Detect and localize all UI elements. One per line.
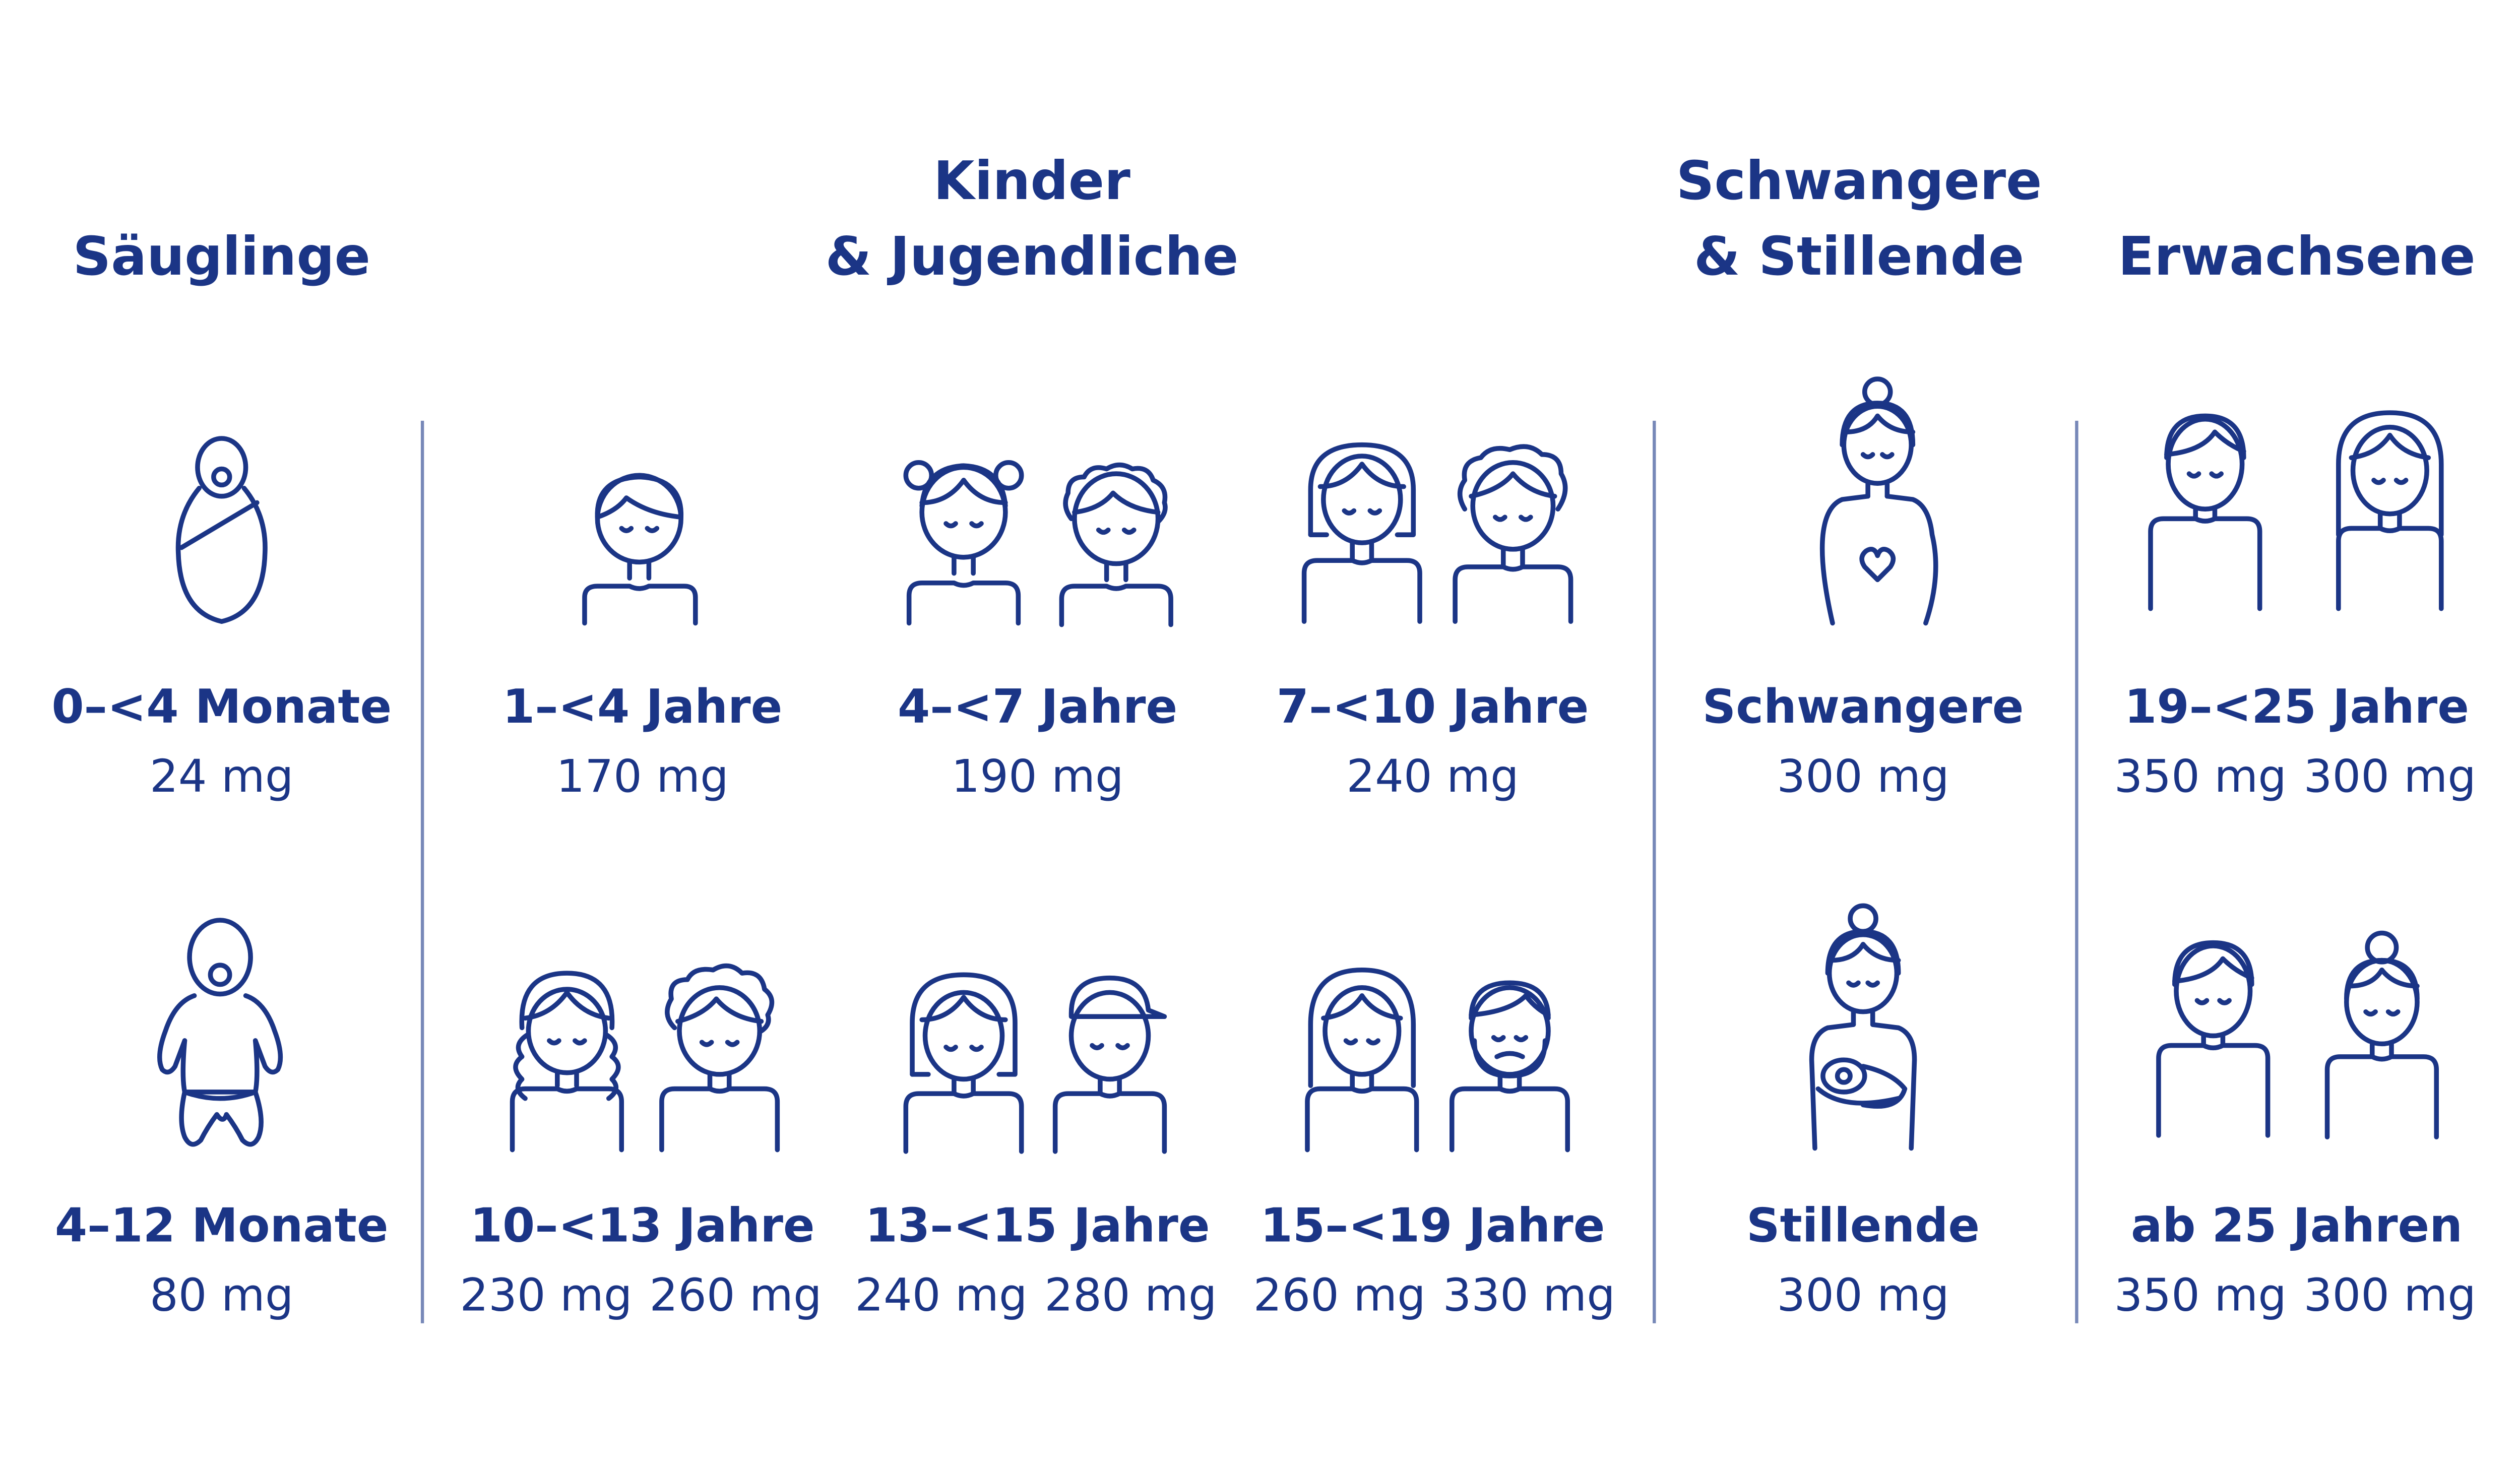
value-10-13-male: 260 mg: [649, 1268, 822, 1322]
label-10-13-years: 10–<13 Jahre: [470, 1198, 815, 1253]
woman-holding-baby-icon: [1809, 903, 1917, 1151]
woman-bun-icon: [2324, 930, 2439, 1139]
value-7-10-years: 240 mg: [1346, 750, 1519, 803]
label-19-25-years: 19–<25 Jahre: [2124, 679, 2469, 734]
value-13-15-female: 240 mg: [855, 1268, 1028, 1322]
label-1-4-years: 1–<4 Jahre: [502, 679, 783, 734]
label-breastfeeding: Stillende: [1746, 1198, 1980, 1253]
teen-girl-bob-icon: [903, 972, 1024, 1154]
header-children-line2: & Jugendliche: [825, 225, 1239, 288]
label-4-12-months: 4–12 Monate: [54, 1198, 389, 1253]
swaddled-baby-icon: [175, 436, 268, 624]
value-15-19-male: 330 mg: [1442, 1268, 1615, 1322]
pregnant-woman-icon: [1819, 376, 1938, 626]
header-pregnant-line2: & Stillende: [1693, 225, 2025, 288]
value-19-25-male: 350 mg: [2114, 750, 2287, 803]
label-25-plus-years: ab 25 Jahren: [2130, 1198, 2463, 1253]
label-pregnant: Schwangere: [1702, 679, 2024, 734]
teen-girl-long-hair-icon: [1305, 967, 1419, 1153]
header-infants: Säuglinge: [61, 218, 382, 294]
value-25-plus-female: 300 mg: [2303, 1268, 2476, 1322]
value-25-plus-male: 350 mg: [2114, 1268, 2287, 1322]
value-13-15-male: 280 mg: [1044, 1268, 1217, 1322]
value-15-19-female: 260 mg: [1253, 1268, 1426, 1322]
divider-2: [1653, 420, 1655, 1323]
value-1-4-years: 170 mg: [556, 750, 729, 803]
header-pregnant-breastfeeding: Schwangere & Stillende: [1654, 143, 2064, 294]
label-7-10-years: 7–<10 Jahre: [1276, 679, 1589, 734]
young-man-icon: [2148, 413, 2262, 611]
header-adults-text: Erwachsene: [2118, 225, 2476, 288]
boy-wavy-hair-icon: [1453, 444, 1573, 624]
header-pregnant-line1: Schwangere: [1676, 149, 2042, 212]
girl-bob-icon: [1301, 442, 1422, 624]
label-15-19-years: 15–<19 Jahre: [1260, 1198, 1605, 1253]
toddler-icon: [582, 473, 698, 626]
header-children: Kinder & Jugendliche: [771, 143, 1293, 294]
header-adults: Erwachsene: [2112, 218, 2482, 294]
header-infants-text: Säuglinge: [73, 225, 370, 288]
divider-3: [2075, 420, 2077, 1323]
teen-boy-curly-hair-icon: [659, 963, 780, 1153]
young-woman-long-hair-icon: [2336, 410, 2444, 611]
young-man-beard-icon: [1449, 980, 1570, 1153]
label-0-4-months: 0–<4 Monate: [51, 679, 392, 734]
value-breastfeeding: 300 mg: [1777, 1268, 1949, 1322]
boy-curly-hair-icon: [1059, 462, 1173, 627]
value-4-12-months: 80 mg: [150, 1268, 294, 1322]
girl-buns-icon: [903, 460, 1024, 626]
value-pregnant: 300 mg: [1777, 750, 1949, 803]
divider-1: [420, 420, 423, 1323]
value-0-4-months: 24 mg: [150, 750, 294, 803]
value-10-13-female: 230 mg: [460, 1268, 633, 1322]
boy-cap-icon: [1052, 975, 1167, 1154]
man-icon: [2156, 940, 2271, 1138]
header-children-line1: Kinder: [933, 149, 1130, 212]
girl-braids-icon: [510, 971, 624, 1153]
baby-diaper-icon: [157, 918, 283, 1147]
value-4-7-years: 190 mg: [951, 750, 1124, 803]
label-13-15-years: 13–<15 Jahre: [865, 1198, 1210, 1253]
label-4-7-years: 4–<7 Jahre: [897, 679, 1178, 734]
value-19-25-female: 300 mg: [2303, 750, 2476, 803]
